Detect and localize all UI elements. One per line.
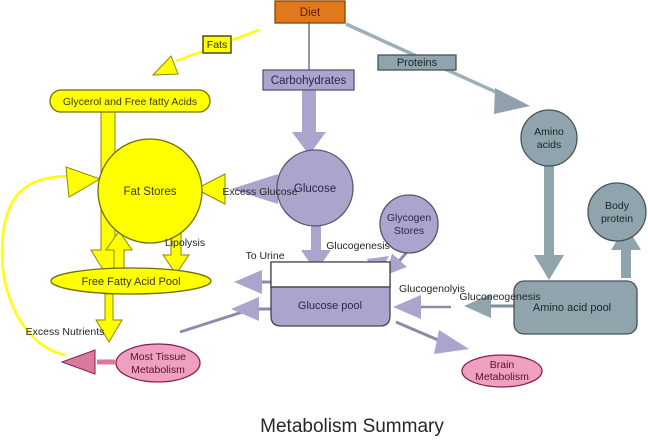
svg-text:Glucogenesis: Glucogenesis (326, 240, 390, 252)
svg-text:Most Tissue: Most Tissue (130, 351, 186, 363)
svg-text:Amino acid pool: Amino acid pool (533, 302, 611, 314)
svg-text:Free Fatty Acid Pool: Free Fatty Acid Pool (81, 276, 180, 288)
svg-text:protein: protein (601, 213, 633, 225)
svg-text:Metabolism: Metabolism (131, 364, 185, 376)
svg-text:Amino: Amino (534, 126, 564, 138)
svg-text:Metabolism Summary: Metabolism Summary (260, 416, 444, 437)
svg-text:Gluconeogenesis: Gluconeogenesis (459, 291, 540, 303)
svg-text:Proteins: Proteins (397, 57, 438, 69)
svg-text:Lipolysis: Lipolysis (165, 237, 205, 249)
svg-text:Fats: Fats (207, 39, 227, 51)
svg-text:Excess Glucose: Excess Glucose (222, 186, 297, 198)
svg-text:Carbohydrates: Carbohydrates (271, 75, 347, 87)
svg-text:Stores: Stores (394, 225, 424, 237)
svg-text:Diet: Diet (300, 7, 321, 19)
svg-text:Glycerol and Free fatty Acids: Glycerol and Free fatty Acids (63, 96, 197, 108)
svg-text:Fat Stores: Fat Stores (123, 186, 176, 198)
svg-text:acids: acids (537, 139, 562, 151)
svg-text:Metabolism: Metabolism (475, 371, 529, 383)
svg-text:Glucose pool: Glucose pool (298, 300, 362, 312)
svg-text:To Urine: To Urine (245, 250, 284, 262)
svg-text:Brain: Brain (490, 359, 515, 371)
svg-text:Glucogenolyis: Glucogenolyis (399, 283, 465, 295)
svg-text:Glucose: Glucose (294, 183, 336, 195)
svg-text:Body: Body (605, 200, 630, 212)
svg-text:Glycogen: Glycogen (387, 212, 432, 224)
svg-text:Excess Nutrients: Excess Nutrients (26, 326, 105, 338)
